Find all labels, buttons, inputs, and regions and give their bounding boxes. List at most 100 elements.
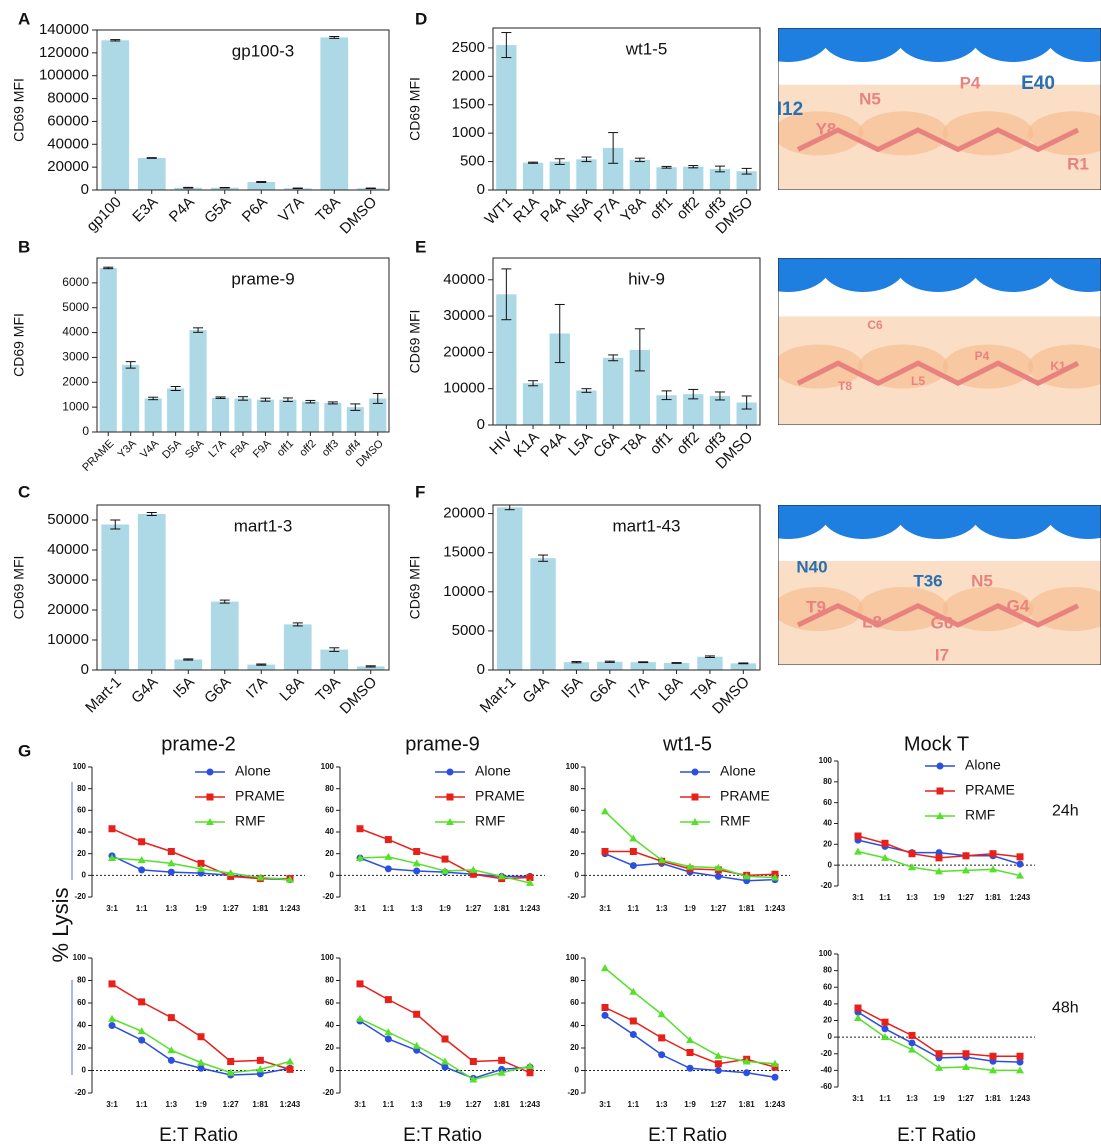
residue-label: P4 [960,73,981,92]
y-tick-label: 5000 [62,300,89,314]
point [882,840,889,847]
x-tick-label: 1:3 [656,1100,668,1109]
point [286,1058,294,1065]
annotation: 24h [1052,803,1079,820]
helix [896,487,980,539]
point [855,833,862,840]
x-tick-label: 1:81 [252,904,269,913]
x-tick-label: gp100 [83,194,125,236]
bar [630,160,650,190]
residue-label: N5 [859,89,881,108]
x-axis-label: E:T Ratio [897,1125,976,1146]
point [442,1064,449,1071]
y-tick-label: 40 [823,819,832,828]
y-tick-label: 0 [330,1066,335,1075]
x-tick-label: F9A [251,437,274,460]
point [168,1057,175,1064]
point [442,856,449,863]
y-tick-label: 0 [82,1066,87,1075]
point [527,1069,534,1076]
y-tick-label: 1000 [452,124,485,141]
y-tick-label: 100 [73,762,87,771]
x-tick-label: 1:3 [166,904,178,913]
point [602,848,609,855]
point [138,998,145,1005]
legend-label: PRAME [235,788,285,804]
bar [122,365,139,432]
y-tick-label: 80000 [47,90,89,107]
y-tick-label: 10000 [443,583,485,600]
bar [496,45,516,190]
point [198,1033,205,1040]
legend-marker [207,794,214,801]
y-tick-label: -60 [820,1082,832,1091]
legend-label: PRAME [475,788,525,804]
x-tick-label: 1:1 [383,1100,395,1109]
x-tick-label: T9A [312,674,343,705]
y-tick-label: -20 [567,892,579,901]
y-tick-label: 500 [460,153,485,170]
structure-image: N40T36N5T9L8G6G4I7 [746,487,1101,665]
bar [138,514,166,670]
helix [821,240,905,292]
y-tick-label: 40 [325,1021,334,1030]
y-tick-label: 80 [325,976,334,985]
x-tick-label: L7A [206,437,229,460]
series-line [858,1008,1020,1056]
x-tick-label: T8A [312,194,343,225]
y-tick-label: 0 [82,424,89,438]
bar [597,662,622,670]
bar [167,389,184,433]
x-tick-label: E3A [129,194,161,226]
residue-label: N5 [971,571,993,590]
y-tick-label: 40 [823,999,832,1008]
x-tick-label: DMSO [337,194,381,238]
y-tick-label: 40 [77,827,86,836]
point [936,1050,943,1057]
y-tick-label: 2000 [452,67,485,84]
y-tick-label: 20 [570,1043,579,1052]
residue-label: I12 [777,99,803,120]
x-tick-label: 1:27 [465,1100,482,1109]
x-tick-label: DMSO [709,674,753,718]
structure-image: C6T8L5P4K1 [746,240,1101,425]
y-tick-label: 80 [823,966,832,975]
x-tick-label: I7A [243,674,271,702]
y-tick-label: 100 [566,953,580,962]
point [287,1066,294,1073]
helix [821,487,905,539]
point [1017,853,1024,860]
y-tick-label: 20000 [443,505,485,522]
helix [896,240,980,292]
y-tick-label: -20 [820,1049,832,1058]
helix [971,240,1055,292]
point [602,1012,609,1019]
point [630,862,637,869]
x-tick-label: 1:9 [933,893,945,902]
legend-marker [937,763,944,770]
point [936,854,943,861]
bar [284,624,312,670]
y-tick-label: 5000 [452,622,485,639]
x-tick-label: N5A [563,194,596,227]
x-tick-label: T8A [618,429,649,460]
error-bar [672,663,682,664]
point [356,1015,364,1022]
series-line [112,984,290,1070]
y-tick-label: 0 [81,181,89,198]
residue-label: R1 [1067,154,1089,173]
x-tick-label: V4A [138,437,162,461]
point [108,1015,116,1022]
point [168,848,175,855]
point [1017,1053,1024,1060]
residue-label: G4 [1007,596,1030,615]
bar [138,158,166,190]
point [385,1036,392,1043]
helix [821,10,905,62]
point [715,1067,722,1074]
bar [302,402,319,432]
chart-title: mart1-43 [612,516,680,535]
point [630,1018,637,1025]
chart-title: Mock T [904,733,969,755]
point [384,1028,392,1035]
